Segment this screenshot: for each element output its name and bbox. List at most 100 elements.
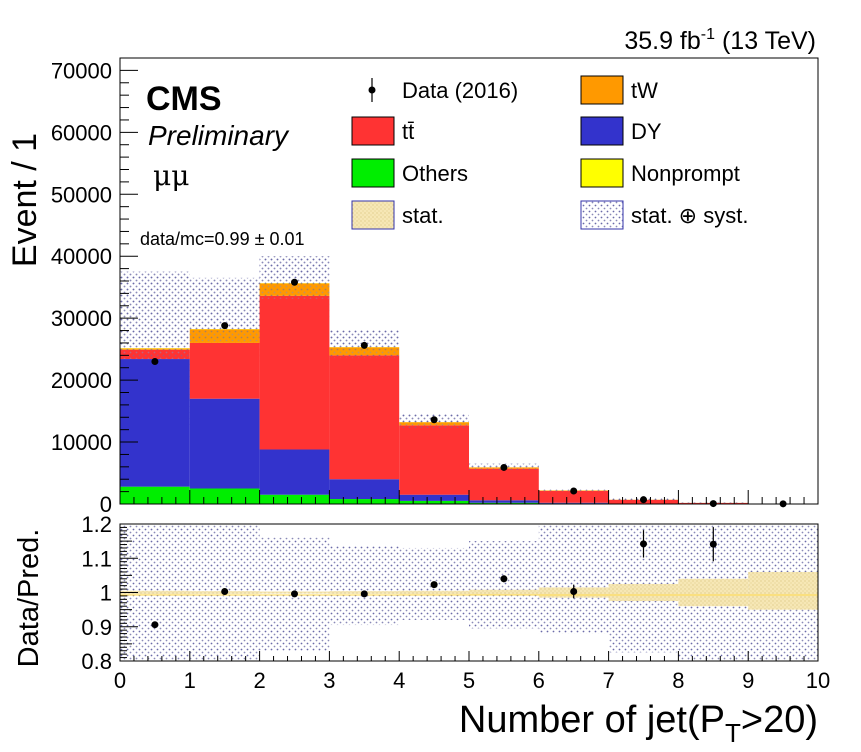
legend-label-2: tt̄ (402, 119, 414, 144)
ratio-point-3 (360, 590, 368, 598)
legend-swatch-syst (580, 200, 624, 230)
bar-tt-3 (329, 355, 400, 480)
x-tick-label-10: 10 (806, 668, 830, 693)
legend-label-6: stat. (402, 203, 444, 228)
bar-tt-6 (538, 490, 609, 503)
main-ytick-label-3: 30000 (51, 306, 112, 331)
ratio-point-0 (151, 621, 159, 629)
ratio-stat-bin-4 (399, 590, 469, 595)
ratio-ytick-label-0: 0.8 (81, 649, 112, 674)
data-point-3 (360, 341, 368, 349)
ratio-ytick-label-3: 1.1 (81, 546, 112, 571)
legend-swatch-1 (580, 75, 624, 105)
legend-label-4: Others (402, 161, 468, 186)
x-tick-label-3: 3 (323, 668, 335, 693)
x-tick-label-7: 7 (602, 668, 614, 693)
ratio-point-5 (500, 575, 508, 583)
legend-label-3: DY (631, 119, 662, 144)
data-point-5 (500, 463, 508, 471)
x-tick-label-6: 6 (533, 668, 545, 693)
data-point-7 (640, 496, 647, 504)
ratio-ytick-label-1: 0.9 (81, 615, 112, 640)
data-point-4 (430, 416, 438, 424)
legend-swatch-2 (351, 116, 395, 146)
ratio-point-7 (640, 540, 647, 548)
preliminary-label: Preliminary (148, 120, 290, 151)
legend-label-0: Data (2016) (402, 78, 518, 103)
syst-overlay-bin-1 (189, 277, 260, 342)
x-tick-label-2: 2 (253, 668, 265, 693)
bar-tt-5 (469, 468, 539, 501)
ratio-syst-bin-5 (469, 541, 539, 629)
bar-dy-3 (329, 479, 400, 500)
bar-dy-5 (469, 500, 539, 503)
x-tick-label-8: 8 (672, 668, 684, 693)
legend-data-marker (368, 86, 376, 94)
bar-dy-0 (120, 359, 190, 487)
x-tick-label-5: 5 (463, 668, 475, 693)
legend-label-1: tW (631, 78, 658, 103)
x-tick-label-1: 1 (184, 668, 196, 693)
x-tick-label-9: 9 (742, 668, 754, 693)
channel-label: μμ (153, 159, 189, 192)
legend-swatch-5 (580, 158, 624, 188)
ratio-stat-bin-9 (748, 571, 818, 610)
cms-label: CMS (146, 80, 222, 118)
ratio-point-4 (430, 581, 438, 589)
bar-tt-4 (399, 425, 469, 495)
data-point-6 (570, 487, 578, 495)
x-tick-label-0: 0 (114, 668, 126, 693)
data-point-2 (291, 278, 298, 286)
legend-label-5: Nonprompt (631, 161, 740, 186)
ratio-ytick-label-4: 1.2 (81, 512, 112, 537)
syst-overlay-bin-0 (120, 271, 190, 360)
ratio-stat-bin-0 (120, 590, 190, 595)
ratio-axes: 0.8 0.9 1 1.1 1.2 0 1 2 3 4 5 6 7 8 9 10 (81, 512, 830, 693)
bar-others-0 (120, 486, 190, 504)
luminosity-label: 35.9 fb-1 (13 TeV) (624, 26, 816, 55)
ratio-point-2 (291, 590, 298, 598)
bar-others-4 (399, 500, 469, 504)
ratio-stat-bin-5 (469, 589, 539, 596)
ratio-syst-bin-6 (538, 524, 609, 634)
ratio-stat-bin-8 (678, 578, 749, 607)
x-tick-label-4: 4 (393, 668, 405, 693)
legend-swatch-4 (351, 158, 395, 188)
main-ytick-label-7: 70000 (51, 58, 112, 83)
data-point-1 (221, 322, 229, 330)
bar-dy-1 (189, 398, 260, 489)
legend-label-7: stat. ⊕ syst. (631, 203, 748, 228)
bar-others-1 (189, 488, 260, 504)
main-ytick-label-1: 10000 (51, 430, 112, 455)
main-ytick-label-0: 0 (100, 492, 112, 517)
bar-dy-4 (399, 494, 469, 501)
main-stack (120, 256, 818, 504)
ratio-ytick-label-2: 1 (100, 581, 112, 606)
bar-dy-2 (259, 449, 330, 495)
legend: Data (2016) tW tt̄ DY Others Nonprompt stat. st… (351, 75, 748, 230)
data-mc-ratio-label: data/mc=0.99 ± 0.01 (140, 229, 305, 249)
bar-others-5 (469, 502, 539, 504)
main-ytick-label-6: 60000 (51, 120, 112, 145)
ratio-point-1 (221, 587, 229, 595)
main-ytick-label-4: 40000 (51, 244, 112, 269)
ratio-data-points (151, 527, 717, 629)
legend-swatch-stat (351, 200, 395, 230)
ratio-y-axis-title: Data/Pred. (13, 529, 45, 668)
ratio-point-8 (709, 540, 717, 548)
bar-others-2 (259, 494, 330, 504)
main-axes: 0 10000 20000 30000 40000 50000 60000 70000 (51, 57, 819, 517)
bar-dy-6 (538, 502, 609, 504)
ratio-point-6 (570, 587, 578, 595)
syst-overlay-bin-2 (259, 256, 330, 299)
main-ytick-label-2: 20000 (51, 368, 112, 393)
ratio-stat-bin-7 (608, 583, 679, 602)
ratio-syst-bin-3 (329, 546, 400, 626)
bar-tt-1 (189, 342, 260, 399)
legend-swatch-3 (580, 116, 624, 146)
bar-tt-2 (259, 295, 330, 450)
data-point-0 (151, 358, 159, 366)
bar-others-3 (329, 499, 400, 504)
x-axis-title: Number of jet(PT>20) (459, 699, 818, 748)
